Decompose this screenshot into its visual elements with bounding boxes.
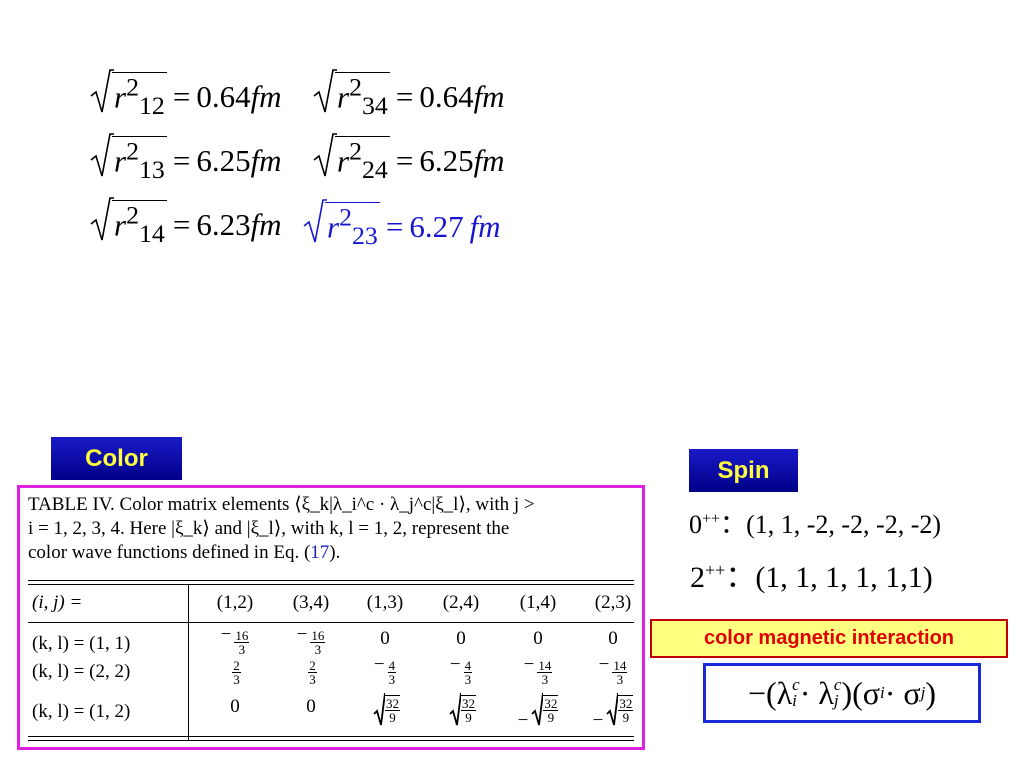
table-cell: −32 9 xyxy=(573,692,653,732)
color-magnetic-label: color magnetic interaction xyxy=(650,619,1008,658)
column-header: (1,2) xyxy=(216,592,254,613)
row-label: (k, l) = (2, 2) xyxy=(32,661,131,682)
row-label: (k, l) = (1, 2) xyxy=(32,701,131,722)
row-label: (k, l) = (1, 1) xyxy=(32,633,131,654)
table-cell: 32 9 xyxy=(421,692,501,732)
table-cell: 0 xyxy=(380,628,390,649)
radius-r12: r212 = 0.64 fm xyxy=(90,69,282,122)
table-cell: 0 xyxy=(608,628,618,649)
table-cell: −4 3 xyxy=(373,654,397,687)
table-cell: −16 3 xyxy=(220,624,250,657)
table-cell: −14 3 xyxy=(523,654,553,687)
color-label: Color xyxy=(51,437,182,480)
radius-r34: r234 = 0.64 fm xyxy=(313,69,505,122)
table-cell: 0 xyxy=(533,628,543,649)
column-header: (1,4) xyxy=(519,592,557,613)
column-header: (1,3) xyxy=(366,592,404,613)
spin-label: Spin xyxy=(689,449,798,492)
table-caption: TABLE IV. Color matrix elements ⟨ξ_k|λ_i… xyxy=(28,494,535,563)
column-header: (2,3) xyxy=(594,592,632,613)
table-cell: −32 9 xyxy=(498,692,578,732)
table-cell: 0 xyxy=(306,696,316,717)
radius-r13: r213 = 6.25 fm xyxy=(90,133,282,186)
radius-r23: r223 = 6.27 fm xyxy=(303,199,501,252)
spin-state-2: 2++：(1, 1, 1, 1, 1,1) xyxy=(690,560,933,594)
color-matrix-table: TABLE IV. Color matrix elements ⟨ξ_k|λ_i… xyxy=(17,485,645,750)
table-cell: 0 xyxy=(230,696,240,717)
header-label: (i, j) = xyxy=(32,592,83,613)
spin-state-0: 0++：(1, 1, -2, -2, -2, -2) xyxy=(689,510,942,539)
column-header: (3,4) xyxy=(292,592,330,613)
table-cell: −16 3 xyxy=(296,624,326,657)
column-header: (2,4) xyxy=(442,592,480,613)
table-cell: 0 xyxy=(456,628,466,649)
radius-r14: r214 = 6.23 fm xyxy=(90,197,282,250)
interaction-formula: −(λ c i · λ c j)(σ i · σ j) xyxy=(703,663,981,723)
table-cell: −14 3 xyxy=(598,654,628,687)
table-cell: 32 9 xyxy=(345,692,425,732)
radius-r24: r224 = 6.25 fm xyxy=(313,133,505,186)
table-cell: −4 3 xyxy=(449,654,473,687)
